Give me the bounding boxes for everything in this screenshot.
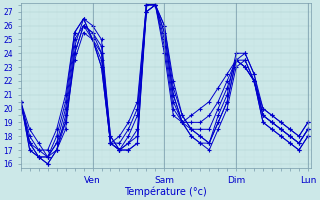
X-axis label: Température (°c): Température (°c) [124, 186, 207, 197]
